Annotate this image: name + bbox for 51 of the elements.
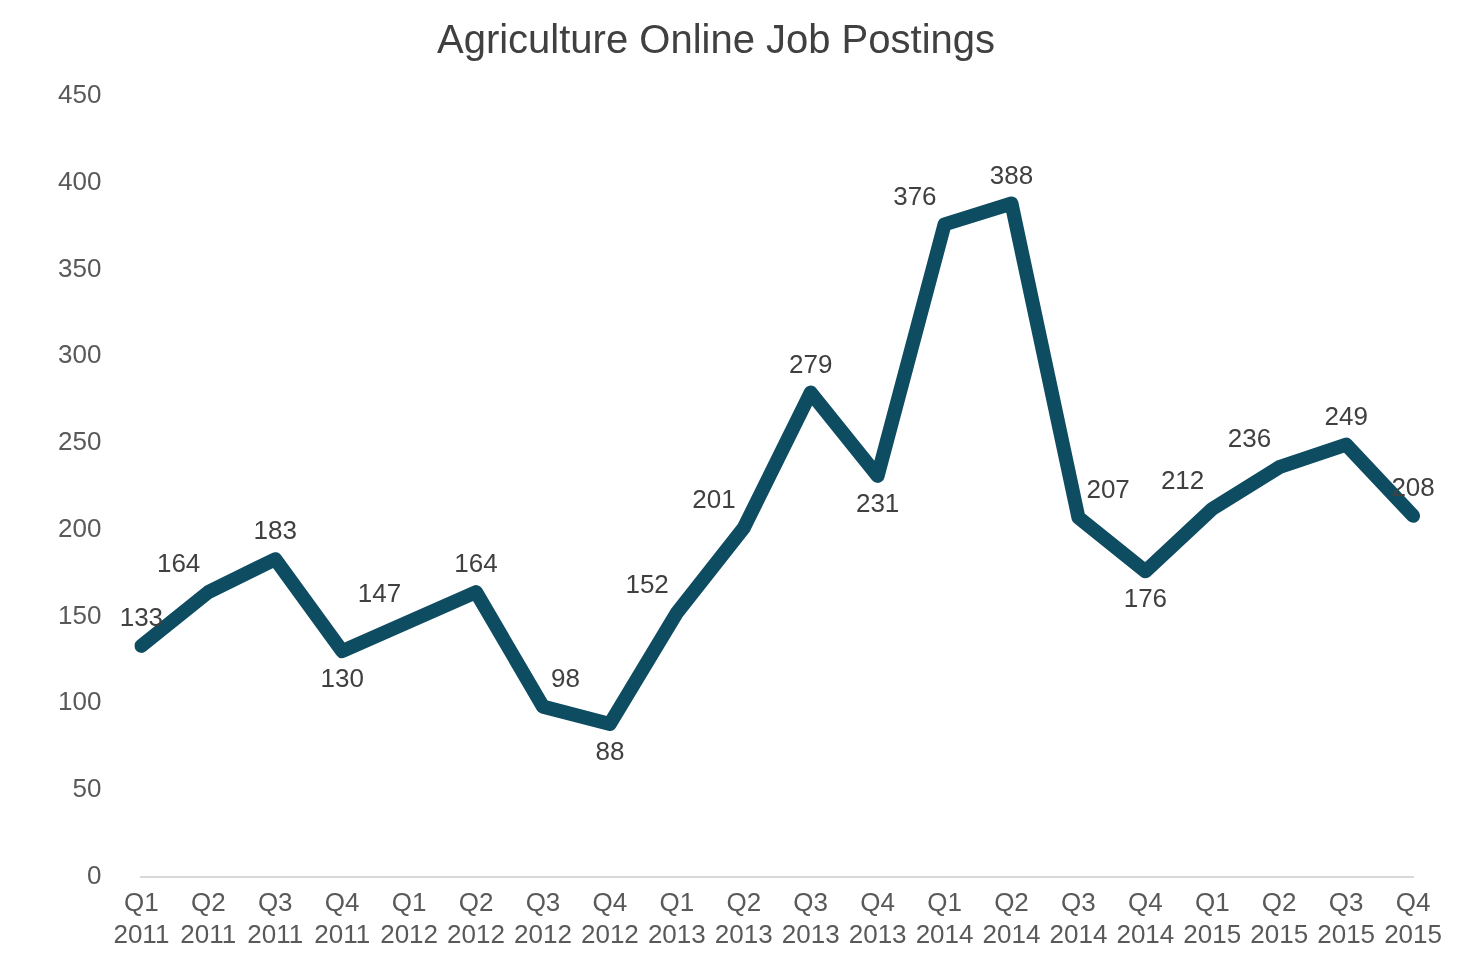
data-label: 164 xyxy=(156,548,201,579)
y-tick-label: 300 xyxy=(57,339,102,370)
y-tick-label: 250 xyxy=(57,426,102,457)
x-tick-label: Q1 2014 xyxy=(915,887,974,949)
x-tick-label: Q2 2014 xyxy=(982,887,1041,949)
data-label: 130 xyxy=(320,663,364,694)
x-tick-label: Q3 2012 xyxy=(514,887,572,949)
x-tick-label: Q3 2015 xyxy=(1317,887,1376,949)
data-label: 88 xyxy=(595,736,625,767)
y-tick-label: 0 xyxy=(86,859,102,890)
data-label: 133 xyxy=(119,602,164,633)
data-label: 376 xyxy=(893,180,937,211)
y-tick-label: 350 xyxy=(57,252,102,283)
data-label: 249 xyxy=(1324,400,1368,431)
x-tick-label: Q4 2013 xyxy=(848,887,907,949)
x-tick-label: Q3 2013 xyxy=(781,887,840,949)
x-tick-label: Q1 2015 xyxy=(1183,887,1242,949)
x-tick-label: Q4 2012 xyxy=(580,887,639,949)
x-tick-label: Q1 2013 xyxy=(647,887,706,949)
x-tick-label: Q1 2012 xyxy=(380,887,439,949)
y-tick-label: 100 xyxy=(57,686,102,717)
x-tick-label: Q4 2014 xyxy=(1116,887,1175,949)
data-label: 147 xyxy=(357,577,402,608)
x-tick-label: Q2 2013 xyxy=(714,887,773,949)
data-label: 176 xyxy=(1123,583,1168,614)
data-label: 388 xyxy=(989,159,1034,190)
data-label: 212 xyxy=(1160,465,1205,496)
x-tick-label: Q4 2011 xyxy=(314,887,371,949)
data-label: 231 xyxy=(855,488,900,519)
data-label: 152 xyxy=(625,569,669,600)
x-tick-label: Q1 2011 xyxy=(113,887,170,949)
y-tick-label: 450 xyxy=(57,79,102,110)
y-tick-label: 400 xyxy=(57,165,102,196)
data-label: 201 xyxy=(692,484,736,515)
data-label: 236 xyxy=(1227,423,1272,454)
x-tick-label: Q3 2014 xyxy=(1049,887,1108,949)
data-label: 183 xyxy=(253,515,297,546)
chart-title: Agriculture Online Job Postings xyxy=(436,17,996,62)
y-tick-label: 150 xyxy=(57,599,102,630)
x-tick-label: Q4 2015 xyxy=(1384,887,1442,949)
x-tick-label: Q2 2015 xyxy=(1250,887,1309,949)
y-tick-label: 50 xyxy=(72,773,102,804)
data-label: 164 xyxy=(454,548,498,579)
data-label: 208 xyxy=(1391,471,1435,502)
y-tick-label: 200 xyxy=(57,512,102,543)
x-tick-label: Q3 2011 xyxy=(247,887,304,949)
x-tick-label: Q2 2011 xyxy=(180,887,237,949)
x-tick-label: Q2 2012 xyxy=(447,887,505,949)
data-label: 279 xyxy=(789,348,833,379)
data-label: 98 xyxy=(550,662,580,693)
data-label: 207 xyxy=(1086,473,1130,504)
